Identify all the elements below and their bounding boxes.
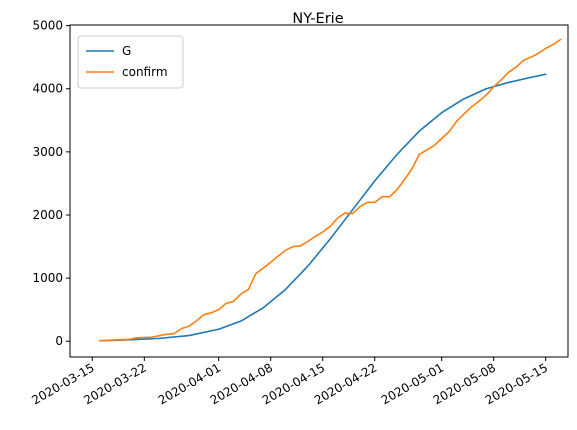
legend-label: G: [122, 44, 131, 58]
y-tick-label: 2000: [32, 208, 63, 222]
series-line-G: [98, 73, 547, 342]
legend-label: confirm: [122, 65, 168, 79]
y-tick-label: 1000: [32, 271, 63, 285]
y-axis: 0 1000 2000 3000 4000 5000: [32, 19, 70, 348]
y-tick-label: 4000: [32, 82, 63, 96]
chart-title: NY-Erie: [292, 11, 343, 27]
series-layer: [98, 38, 562, 342]
series-line-confirm: [98, 38, 562, 342]
y-tick-label: 5000: [32, 19, 63, 33]
plot-area: [69, 24, 569, 358]
legend-box: [77, 35, 184, 89]
y-tick-label: 0: [55, 334, 63, 348]
y-tick-label: 3000: [32, 145, 63, 159]
